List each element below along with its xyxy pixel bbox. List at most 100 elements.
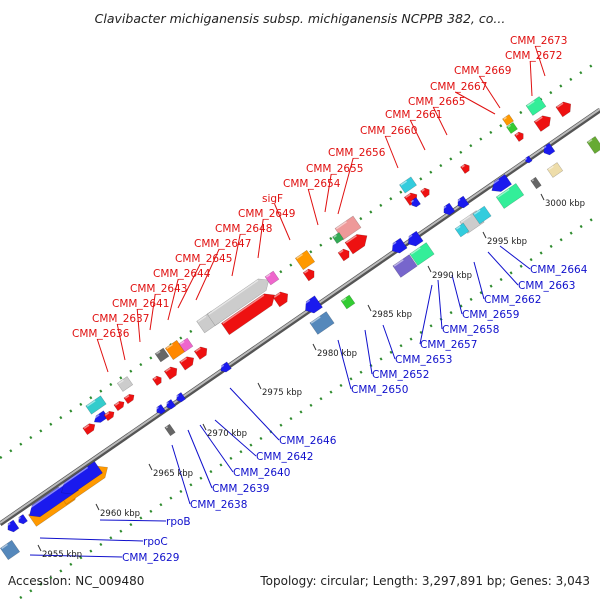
gene-label-CMM_2660[interactable]: CMM_2660 bbox=[360, 125, 417, 137]
gene-2667b bbox=[454, 222, 470, 238]
gene-label-CMM_2649[interactable]: CMM_2649 bbox=[238, 208, 295, 220]
gene-label-CMM_2661[interactable]: CMM_2661 bbox=[385, 109, 442, 121]
gene-label-CMM_2669[interactable]: CMM_2669 bbox=[454, 65, 511, 77]
tick-label-2985: 2985 kbp bbox=[372, 310, 412, 320]
gene-rpoB-2 bbox=[58, 461, 103, 495]
gene-label-CMM_2667[interactable]: CMM_2667 bbox=[430, 81, 487, 93]
gene-rev-2 bbox=[495, 183, 525, 209]
gene-rev-4 bbox=[524, 155, 533, 164]
gene-2652 bbox=[302, 295, 323, 314]
gene-label-CMM_2663[interactable]: CMM_2663 bbox=[518, 280, 575, 292]
gene-label-CMM_2672[interactable]: CMM_2672 bbox=[505, 50, 562, 62]
gene-label-CMM_2650[interactable]: CMM_2650 bbox=[351, 384, 408, 396]
leader-CMM_2649 bbox=[257, 218, 264, 259]
gene-label-CMM_2638[interactable]: CMM_2638 bbox=[190, 499, 247, 511]
leader-CMM_2646 bbox=[229, 387, 280, 441]
leader-CMM_2643 bbox=[149, 293, 156, 331]
gene-2672 bbox=[525, 96, 547, 116]
label-leader-lines bbox=[29, 45, 546, 558]
gene-label-CMM_2656[interactable]: CMM_2656 bbox=[328, 147, 386, 159]
gene-label-CMM_2664[interactable]: CMM_2664 bbox=[530, 264, 588, 276]
gene-label-CMM_2654[interactable]: CMM_2654 bbox=[283, 178, 341, 190]
gene-label-rpoC[interactable]: rpoC bbox=[143, 536, 168, 548]
leader-CMM_2657 bbox=[419, 284, 433, 345]
leader-CMM_2664 bbox=[499, 245, 531, 270]
gene-label-CMM_2629[interactable]: CMM_2629 bbox=[122, 552, 179, 564]
gene-label-CMM_2641[interactable]: CMM_2641 bbox=[112, 298, 169, 310]
gene-grey-2 bbox=[530, 176, 542, 190]
accession-text: Accession: NC_009480 bbox=[8, 574, 144, 588]
gene-label-sigF[interactable]: sigF bbox=[262, 193, 283, 205]
gene-b bbox=[17, 514, 28, 525]
leader-CMM_2652 bbox=[364, 329, 373, 375]
gene-2646 bbox=[219, 361, 232, 373]
tick-mark-2960 bbox=[95, 503, 100, 511]
gene-label-CMM_2647[interactable]: CMM_2647 bbox=[194, 238, 251, 250]
gene-2643 bbox=[154, 347, 170, 363]
leader-CMM_2645 bbox=[177, 263, 201, 309]
gene-2664x bbox=[410, 197, 421, 208]
leader-CMM_2638 bbox=[171, 444, 191, 505]
gene-label-CMM_2657[interactable]: CMM_2657 bbox=[420, 339, 477, 351]
gene-label-CMM_2645[interactable]: CMM_2645 bbox=[175, 253, 232, 265]
gene-pink-1 bbox=[264, 270, 280, 286]
tick-label-2975: 2975 kbp bbox=[262, 388, 302, 398]
gene-label-CMM_2652[interactable]: CMM_2652 bbox=[372, 369, 429, 381]
map-title: Clavibacter michiganensis subsp. michiga… bbox=[95, 11, 506, 26]
gene-label-CMM_2648[interactable]: CMM_2648 bbox=[215, 223, 272, 235]
tick-mark-2955 bbox=[37, 544, 42, 552]
leader-CMM_2648 bbox=[231, 233, 241, 277]
gene-label-CMM_2637[interactable]: CMM_2637 bbox=[92, 313, 149, 325]
tick-mark-2965 bbox=[148, 463, 153, 471]
gene-label-CMM_2653[interactable]: CMM_2653 bbox=[395, 354, 452, 366]
gene-a bbox=[6, 519, 20, 533]
gene-2642 bbox=[155, 404, 166, 415]
gene-2654 bbox=[302, 268, 315, 282]
tick-label-2970: 2970 kbp bbox=[207, 429, 247, 439]
gene-green-2 bbox=[586, 136, 600, 154]
gene-2667 bbox=[472, 205, 492, 225]
leader-CMM_2655 bbox=[324, 173, 332, 213]
gene-label-CMM_2658[interactable]: CMM_2658 bbox=[442, 324, 499, 336]
gene-2637d bbox=[123, 394, 135, 405]
gene-2647 bbox=[163, 366, 178, 380]
gene-2645 bbox=[178, 337, 194, 353]
leader-CMM_2644 bbox=[167, 278, 179, 321]
gene-label-CMM_2639[interactable]: CMM_2639 bbox=[212, 483, 269, 495]
tick-mark-2980 bbox=[312, 343, 317, 351]
tick-mark-2975 bbox=[257, 382, 262, 390]
gene-label-CMM_2662[interactable]: CMM_2662 bbox=[484, 294, 541, 306]
gene-label-CMM_2665[interactable]: CMM_2665 bbox=[408, 96, 465, 108]
gene-2637c bbox=[113, 401, 125, 412]
leader-CMM_2672 bbox=[529, 60, 533, 97]
leader-CMM_2629 bbox=[29, 554, 123, 558]
tick-label-2965: 2965 kbp bbox=[153, 469, 193, 479]
gene-label-CMM_2643[interactable]: CMM_2643 bbox=[130, 283, 187, 295]
gene-2657 bbox=[340, 294, 356, 310]
tick-label-2980: 2980 kbp bbox=[317, 349, 357, 359]
leader-CMM_2654 bbox=[307, 188, 319, 226]
leader-CMM_2663 bbox=[487, 251, 519, 286]
tick-mark-2970 bbox=[202, 423, 207, 431]
gene-labels: CMM_2673 CMM_2672 CMM_2669 CMM_2667 CMM_2665… bbox=[72, 35, 588, 564]
gene-label-rpoB[interactable]: rpoB bbox=[166, 516, 191, 528]
gene-label-CMM_2644[interactable]: CMM_2644 bbox=[153, 268, 211, 280]
gene-label-CMM_2646[interactable]: CMM_2646 bbox=[279, 435, 337, 447]
gene-2653 bbox=[309, 311, 335, 335]
tick-label-2955: 2955 kbp bbox=[42, 550, 82, 560]
gene-2649 bbox=[206, 278, 270, 326]
gene-label-CMM_2659[interactable]: CMM_2659 bbox=[462, 309, 519, 321]
gene-green-1 bbox=[332, 232, 344, 244]
gene-2656 bbox=[344, 234, 368, 255]
leader-CMM_2641 bbox=[136, 308, 141, 343]
tick-mark-2995 bbox=[482, 231, 487, 239]
gene-label-CMM_2640[interactable]: CMM_2640 bbox=[233, 467, 290, 479]
gene-label-CMM_2673[interactable]: CMM_2673 bbox=[510, 35, 567, 47]
gene-2648b bbox=[193, 346, 208, 360]
leader-CMM_2639 bbox=[187, 429, 213, 489]
gene-label-CMM_2642[interactable]: CMM_2642 bbox=[256, 451, 313, 463]
gene-label-CMM_2636[interactable]: CMM_2636 bbox=[72, 328, 130, 340]
gene-2661b bbox=[420, 187, 430, 198]
gene-label-CMM_2655[interactable]: CMM_2655 bbox=[306, 163, 363, 175]
gene-2649c bbox=[272, 291, 289, 308]
